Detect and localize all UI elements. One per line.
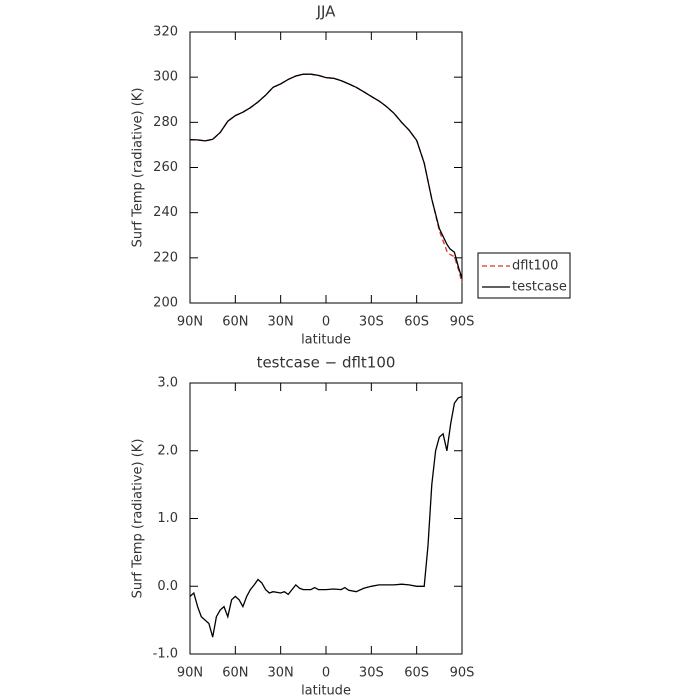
x-axis-label: latitude: [301, 684, 351, 699]
y-tick-label: 220: [153, 250, 178, 265]
y-axis-label: Surf Temp (radiative) (K): [131, 439, 146, 599]
y-tick-label: 2.0: [157, 443, 178, 458]
x-tick-label: 90S: [450, 315, 475, 330]
y-axis-label: Surf Temp (radiative) (K): [131, 88, 146, 248]
chart-title: testcase − dflt100: [257, 354, 396, 372]
x-tick-label: 90N: [177, 315, 203, 330]
line: [189, 73, 463, 279]
y-tick-label: -1.0: [153, 647, 178, 662]
legend-label: dflt100: [512, 259, 558, 274]
x-tick-label: 30S: [359, 315, 384, 330]
line: [189, 73, 463, 283]
y-tick-label: 3.0: [157, 376, 178, 391]
x-tick-label: 60N: [222, 315, 248, 330]
plot-frame: [189, 31, 463, 304]
y-tick-label: 320: [153, 25, 178, 40]
y-tick-label: 260: [153, 160, 178, 175]
legend-box: [477, 252, 571, 299]
x-tick-label: 90N: [177, 666, 203, 681]
y-tick-label: 300: [153, 70, 178, 85]
y-tick-label: 200: [153, 296, 178, 311]
x-tick-label: 90S: [450, 666, 475, 681]
y-tick-label: 1.0: [157, 511, 178, 526]
y-tick-label: 280: [153, 115, 178, 130]
plot-frame: [189, 382, 463, 655]
x-tick-label: 0: [322, 666, 330, 681]
y-tick-label: 240: [153, 205, 178, 220]
x-tick-label: 30N: [268, 666, 294, 681]
y-tick-label: 0.0: [157, 579, 178, 594]
legend-label: testcase: [512, 280, 567, 295]
x-tick-label: 0: [322, 315, 330, 330]
x-tick-label: 30N: [268, 315, 294, 330]
x-tick-label: 30S: [359, 666, 384, 681]
x-tick-label: 60S: [404, 666, 429, 681]
x-tick-label: 60S: [404, 315, 429, 330]
x-tick-label: 60N: [222, 666, 248, 681]
line: [189, 395, 463, 638]
x-axis-label: latitude: [301, 333, 351, 348]
chart-title: JJA: [316, 3, 337, 21]
